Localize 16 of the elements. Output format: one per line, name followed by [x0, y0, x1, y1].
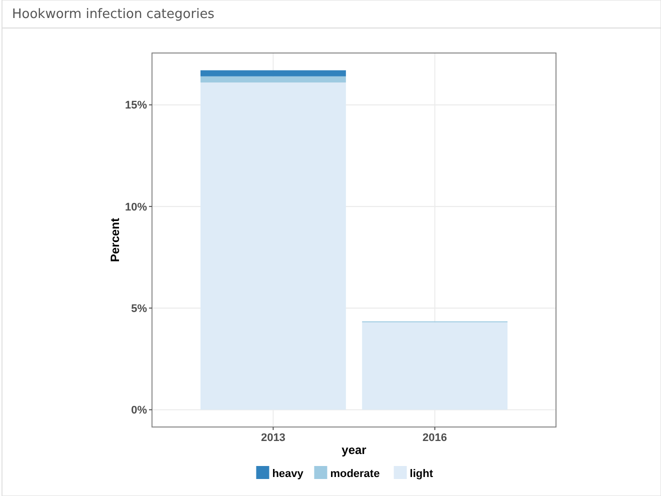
x-axis-title: year	[342, 443, 367, 457]
bar	[200, 70, 346, 76]
x-tick-label: 2016	[422, 432, 448, 444]
chart-title: Hookworm infection categories	[12, 7, 215, 22]
y-tick-label: 5%	[131, 302, 148, 315]
legend-label: moderate	[330, 468, 380, 480]
bar	[362, 322, 508, 410]
legend-label: light	[410, 468, 434, 480]
bar	[200, 76, 346, 82]
y-tick-label: 10%	[124, 201, 148, 214]
y-tick-label: 15%	[124, 100, 148, 112]
y-axis-title: Percent	[108, 218, 122, 262]
y-tick-label: 0%	[131, 404, 148, 417]
x-tick-label: 2013	[260, 432, 286, 444]
bar	[200, 82, 346, 410]
legend-label: heavy	[272, 468, 304, 480]
